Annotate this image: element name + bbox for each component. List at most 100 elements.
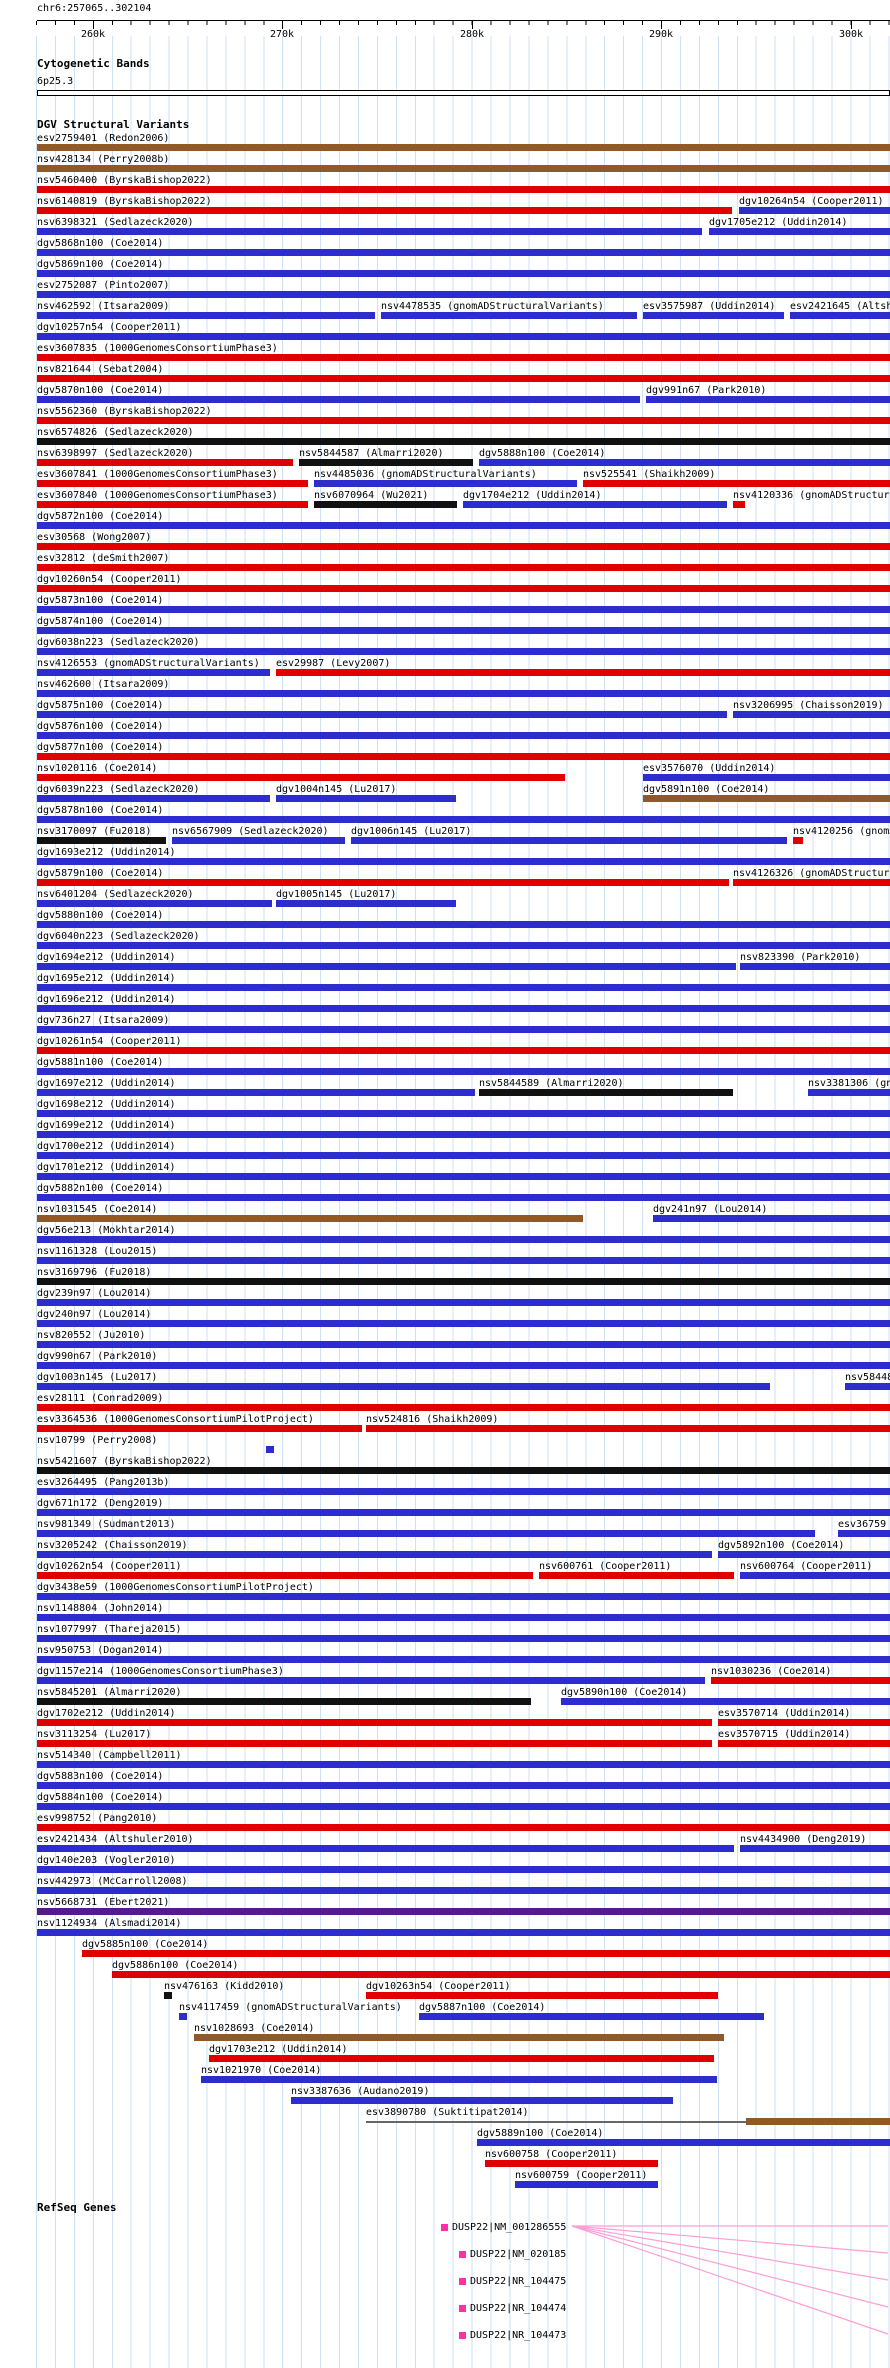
- variant-bar[interactable]: [37, 165, 890, 172]
- variant-bar[interactable]: [643, 795, 890, 802]
- variant-label[interactable]: dgv1695e212 (Uddin2014): [37, 973, 176, 984]
- variant-label[interactable]: dgv10264n54 (Cooper2011): [739, 196, 884, 207]
- gene-label[interactable]: DUSP22|NR_104473: [470, 2330, 567, 2341]
- variant-bar[interactable]: [37, 459, 293, 466]
- variant-bar[interactable]: [172, 837, 345, 844]
- variant-bar[interactable]: [37, 249, 890, 256]
- variant-label[interactable]: nsv3387636 (Audano2019): [291, 2086, 430, 2097]
- variant-bar[interactable]: [112, 1971, 890, 1978]
- variant-bar[interactable]: [37, 1677, 705, 1684]
- variant-label[interactable]: esv3570715 (Uddin2014): [718, 1729, 851, 1740]
- variant-bar[interactable]: [419, 2013, 764, 2020]
- variant-bar[interactable]: [37, 207, 732, 214]
- variant-bar[interactable]: [37, 1551, 712, 1558]
- variant-bar[interactable]: [718, 1551, 890, 1558]
- variant-bar[interactable]: [37, 228, 702, 235]
- variant-bar[interactable]: [37, 1593, 890, 1600]
- variant-label[interactable]: dgv5869n100 (Coe2014): [37, 259, 164, 270]
- variant-label[interactable]: nsv600758 (Cooper2011): [485, 2149, 618, 2160]
- variant-bar[interactable]: [37, 144, 890, 151]
- variant-bar[interactable]: [733, 711, 890, 718]
- variant-bar[interactable]: [209, 2055, 714, 2062]
- variant-label[interactable]: nsv4485036 (gnomADStructuralVariants): [314, 469, 537, 480]
- variant-bar[interactable]: [37, 543, 890, 550]
- variant-bar[interactable]: [366, 1425, 890, 1432]
- variant-label[interactable]: dgv5889n100 (Coe2014): [477, 2128, 604, 2139]
- variant-label[interactable]: nsv442973 (McCarroll2008): [37, 1876, 188, 1887]
- variant-label[interactable]: dgv990n67 (Park2010): [37, 1351, 158, 1362]
- variant-bar[interactable]: [808, 1089, 890, 1096]
- variant-bar[interactable]: [515, 2181, 658, 2188]
- variant-bar[interactable]: [366, 1992, 718, 1999]
- variant-bar[interactable]: [37, 417, 890, 424]
- variant-bar[interactable]: [37, 732, 890, 739]
- variant-label[interactable]: esv3890780 (Suktitipat2014): [366, 2107, 529, 2118]
- variant-label[interactable]: dgv1703e212 (Uddin2014): [209, 2044, 348, 2055]
- variant-bar[interactable]: [37, 270, 890, 277]
- variant-label[interactable]: dgv140e203 (Vogler2010): [37, 1855, 176, 1866]
- variant-bar[interactable]: [37, 1530, 815, 1537]
- variant-label[interactable]: dgv1693e212 (Uddin2014): [37, 847, 176, 858]
- variant-label[interactable]: esv3607835 (1000GenomesConsortiumPhase3): [37, 343, 278, 354]
- variant-label[interactable]: nsv1031545 (Coe2014): [37, 1204, 158, 1215]
- variant-label[interactable]: nsv5844587 (Almarri2020): [299, 448, 444, 459]
- variant-bar[interactable]: [37, 753, 890, 760]
- variant-label[interactable]: dgv671n172 (Deng2019): [37, 1498, 164, 1509]
- cytoband-bar[interactable]: [37, 90, 890, 96]
- variant-bar[interactable]: [37, 585, 890, 592]
- variant-bar[interactable]: [37, 1362, 890, 1369]
- variant-bar[interactable]: [37, 858, 890, 865]
- variant-label[interactable]: dgv5876n100 (Coe2014): [37, 721, 164, 732]
- variant-label[interactable]: nsv1148804 (John2014): [37, 1603, 164, 1614]
- variant-label[interactable]: nsv514340 (Campbell2011): [37, 1750, 182, 1761]
- variant-bar[interactable]: [37, 1026, 890, 1033]
- variant-bar[interactable]: [82, 1950, 890, 1957]
- variant-label[interactable]: dgv10263n54 (Cooper2011): [366, 1981, 511, 1992]
- variant-label[interactable]: esv3607841 (1000GenomesConsortiumPhase3): [37, 469, 278, 480]
- variant-label[interactable]: nsv4120256 (gnomADStructuralVariants): [793, 826, 890, 837]
- variant-bar[interactable]: [37, 1404, 890, 1411]
- variant-label[interactable]: dgv5887n100 (Coe2014): [419, 2002, 546, 2013]
- variant-bar[interactable]: [646, 396, 890, 403]
- variant-bar[interactable]: [37, 1803, 890, 1810]
- variant-label[interactable]: nsv4117459 (gnomADStructuralVariants): [179, 2002, 402, 2013]
- variant-bar[interactable]: [37, 1320, 890, 1327]
- variant-bar[interactable]: [37, 648, 890, 655]
- variant-bar[interactable]: [37, 1845, 734, 1852]
- variant-label[interactable]: nsv821644 (Sebat2004): [37, 364, 164, 375]
- variant-label[interactable]: nsv6401204 (Sedlazeck2020): [37, 889, 194, 900]
- variant-label[interactable]: dgv5879n100 (Coe2014): [37, 868, 164, 879]
- variant-bar[interactable]: [37, 1278, 890, 1285]
- variant-bar[interactable]: [37, 1005, 890, 1012]
- variant-bar[interactable]: [37, 1740, 712, 1747]
- variant-label[interactable]: dgv5881n100 (Coe2014): [37, 1057, 164, 1068]
- variant-label[interactable]: esv2421434 (Altshuler2010): [37, 1834, 194, 1845]
- variant-label[interactable]: dgv5874n100 (Coe2014): [37, 616, 164, 627]
- variant-label[interactable]: dgv1157e214 (1000GenomesConsortiumPhase3…: [37, 1666, 284, 1677]
- variant-label[interactable]: nsv462592 (Itsara2009): [37, 301, 170, 312]
- variant-bar[interactable]: [477, 2139, 890, 2146]
- variant-label[interactable]: dgv5883n100 (Coe2014): [37, 1771, 164, 1782]
- variant-label[interactable]: esv30568 (Wong2007): [37, 532, 152, 543]
- variant-bar[interactable]: [37, 396, 640, 403]
- variant-bar[interactable]: [276, 669, 890, 676]
- variant-bar[interactable]: [37, 774, 565, 781]
- variant-label[interactable]: dgv5870n100 (Coe2014): [37, 385, 164, 396]
- variant-label[interactable]: dgv736n27 (Itsara2009): [37, 1015, 170, 1026]
- variant-bar[interactable]: [793, 837, 803, 844]
- variant-bar[interactable]: [266, 1446, 274, 1453]
- variant-label[interactable]: nsv5845201 (Almarri2020): [37, 1687, 182, 1698]
- variant-label[interactable]: nsv3169796 (Fu2018): [37, 1267, 152, 1278]
- variant-label[interactable]: nsv5562360 (ByrskaBishop2022): [37, 406, 212, 417]
- variant-bar[interactable]: [37, 438, 890, 445]
- variant-label[interactable]: dgv1704e212 (Uddin2014): [463, 490, 602, 501]
- variant-bar[interactable]: [37, 921, 890, 928]
- variant-label[interactable]: nsv3206995 (Chaisson2019): [733, 700, 884, 711]
- variant-bar[interactable]: [37, 1929, 890, 1936]
- variant-label[interactable]: nsv3205242 (Chaisson2019): [37, 1540, 188, 1551]
- variant-bar[interactable]: [37, 1299, 890, 1306]
- variant-bar[interactable]: [37, 1635, 890, 1642]
- variant-bar[interactable]: [37, 1614, 890, 1621]
- variant-bar[interactable]: [733, 501, 745, 508]
- variant-label[interactable]: dgv10262n54 (Cooper2011): [37, 1561, 182, 1572]
